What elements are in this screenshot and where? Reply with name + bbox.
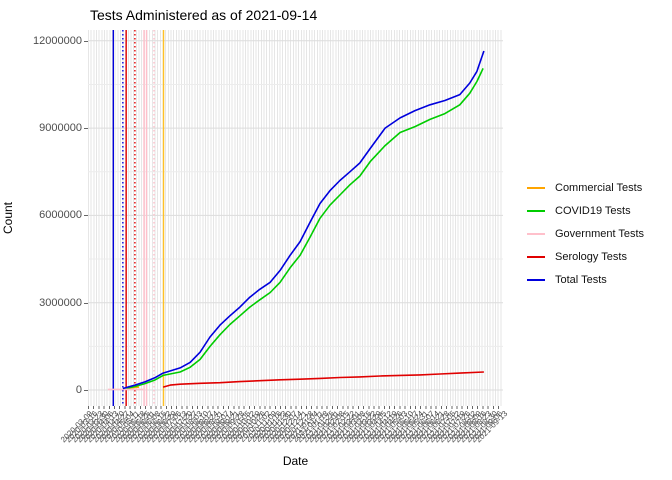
legend-label: Commercial Tests [555, 181, 643, 194]
plot-canvas [88, 30, 503, 406]
legend-key-line [527, 232, 545, 235]
y-tick-label: 3000000 [39, 296, 82, 309]
y-tick-mark [84, 40, 88, 42]
legend-key-line [527, 209, 545, 212]
chart-title: Tests Administered as of 2021-09-14 [90, 7, 318, 23]
legend-key-line [527, 186, 545, 189]
y-tick-label: 9000000 [39, 122, 82, 135]
y-tick-mark [84, 215, 88, 217]
x-axis-title: Date [282, 454, 309, 468]
y-tick-mark [84, 390, 88, 391]
serology-tests-line [162, 371, 484, 388]
y-tick-mark [84, 128, 88, 130]
y-tick-label: 6000000 [39, 209, 82, 222]
legend-item: Total Tests [527, 268, 644, 291]
legend-label: Total Tests [555, 273, 607, 286]
legend-key-line [527, 278, 545, 281]
legend-label: Serology Tests [555, 250, 627, 263]
legend: Commercial Tests COVID19 Tests Government … [527, 176, 644, 291]
total-tests-line [122, 50, 485, 390]
plot-panel [88, 30, 503, 406]
legend-item: Commercial Tests [527, 176, 644, 199]
legend-label: Government Tests [555, 227, 645, 240]
y-tick-label: 12000000 [33, 34, 82, 47]
legend-item: Serology Tests [527, 245, 644, 268]
y-tick-mark [84, 302, 88, 304]
legend-item: Government Tests [527, 222, 644, 245]
x-axis-tick-marks [88, 406, 503, 409]
legend-key-line [527, 255, 545, 258]
y-tick-label: 0 [75, 384, 82, 396]
legend-label: COVID19 Tests [555, 204, 631, 217]
covid19-tests-line [122, 68, 484, 390]
legend-item: COVID19 Tests [527, 199, 644, 222]
